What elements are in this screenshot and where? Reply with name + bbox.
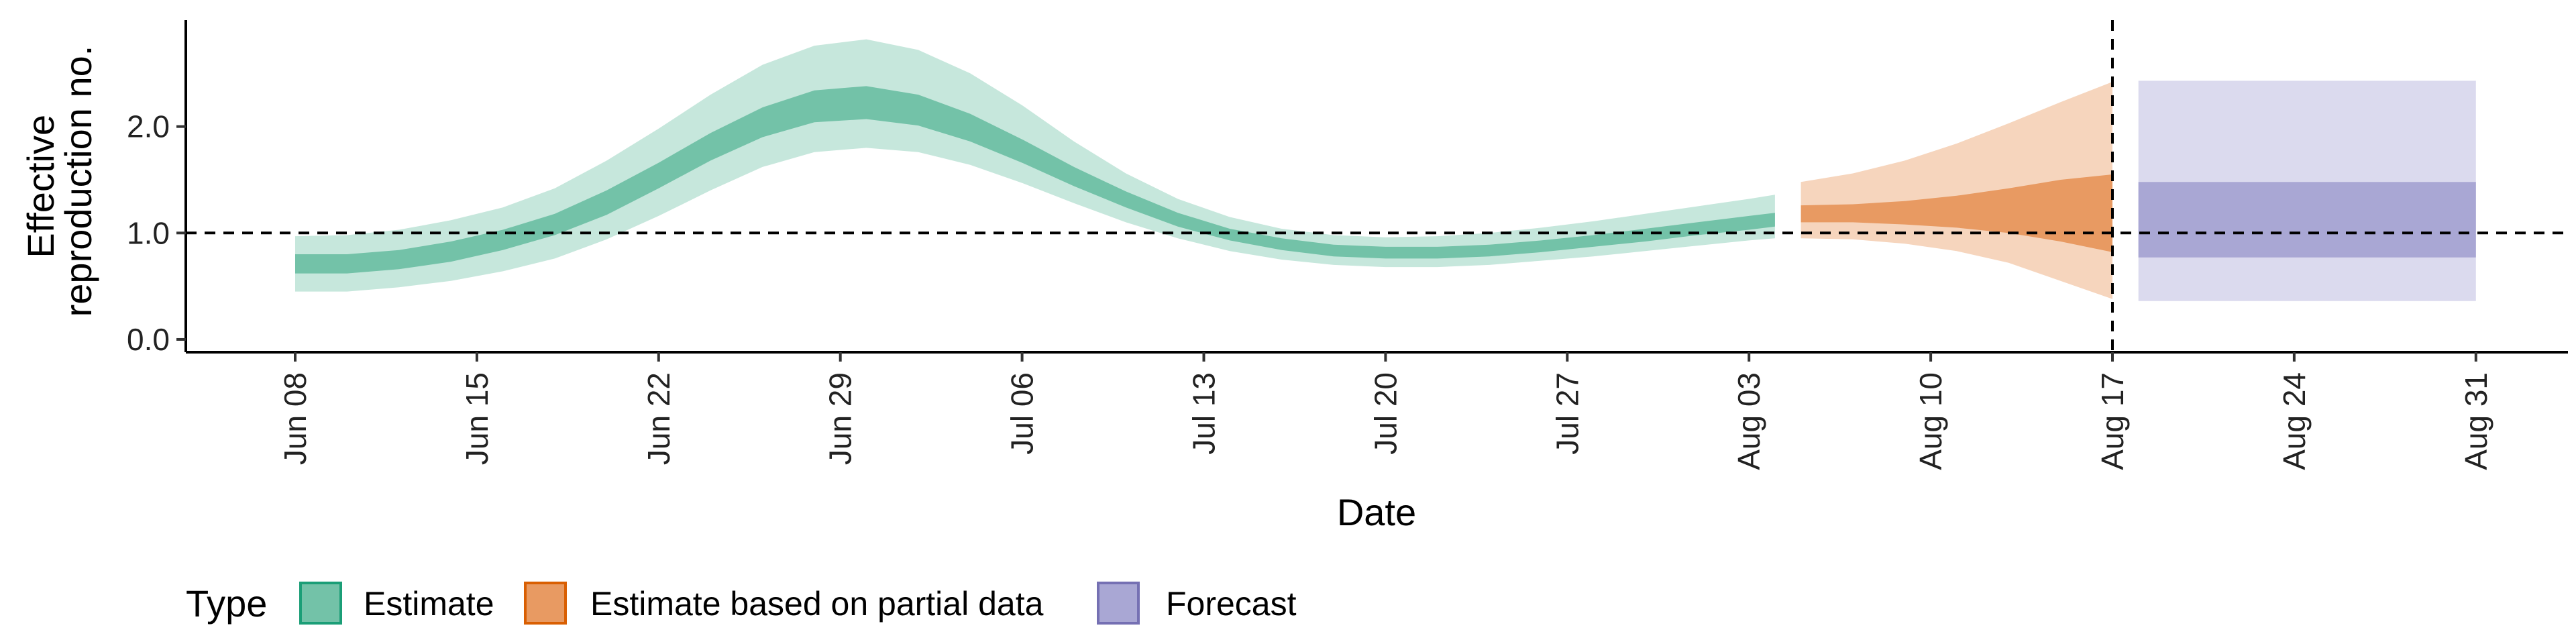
x-ticks: Jun 08 Jun 15 Jun 22 Jun 29 Jul 06 Jul 13 Jul … [278,352,2493,470]
x-tick-label: Aug 31 [2459,372,2493,470]
x-tick-label: Aug 03 [1731,372,1766,470]
y-axis-title: Effective reproduction no. [19,46,99,317]
y-ticks: 0.0 1.0 2.0 [127,109,186,357]
x-tick-label: Jun 29 [823,372,858,465]
axes [184,20,2568,354]
y-axis-title-line-2: reproduction no. [57,46,99,317]
x-tick-label: Aug 10 [1913,372,1948,470]
estimate-inner-band [295,86,1775,274]
legend-label-partial: Estimate based on partial data [590,585,1044,623]
forecast-inner-band [2138,182,2476,258]
x-tick-label: Jun 22 [641,372,676,465]
x-tick-label: Aug 17 [2095,372,2130,470]
legend-title: Type [186,582,267,625]
y-tick-label: 1.0 [127,215,170,250]
y-tick-label: 0.0 [127,322,170,357]
legend: Type Estimate Estimate based on partial … [186,582,1297,625]
x-tick-label: Jul 20 [1368,372,1403,455]
legend-label-estimate: Estimate [364,585,494,623]
reference-lines [186,20,2568,352]
y-axis-title-line-1: Effective [19,115,62,258]
legend-swatch-partial [524,582,567,625]
ribbon-layer [295,39,2476,301]
y-tick-label: 2.0 [127,109,170,144]
x-axis-title: Date [1337,491,1416,533]
x-tick-label: Jun 15 [460,372,494,465]
legend-swatch-forecast [1097,582,1140,625]
x-tick-label: Jun 08 [278,372,313,465]
legend-swatch-estimate [299,582,342,625]
x-tick-label: Aug 24 [2277,372,2312,470]
x-tick-label: Jul 06 [1005,372,1040,455]
partial-outer-band [1801,82,2112,299]
x-tick-label: Jul 27 [1550,372,1585,455]
x-tick-label: Jul 13 [1187,372,1222,455]
legend-label-forecast: Forecast [1166,585,1297,623]
